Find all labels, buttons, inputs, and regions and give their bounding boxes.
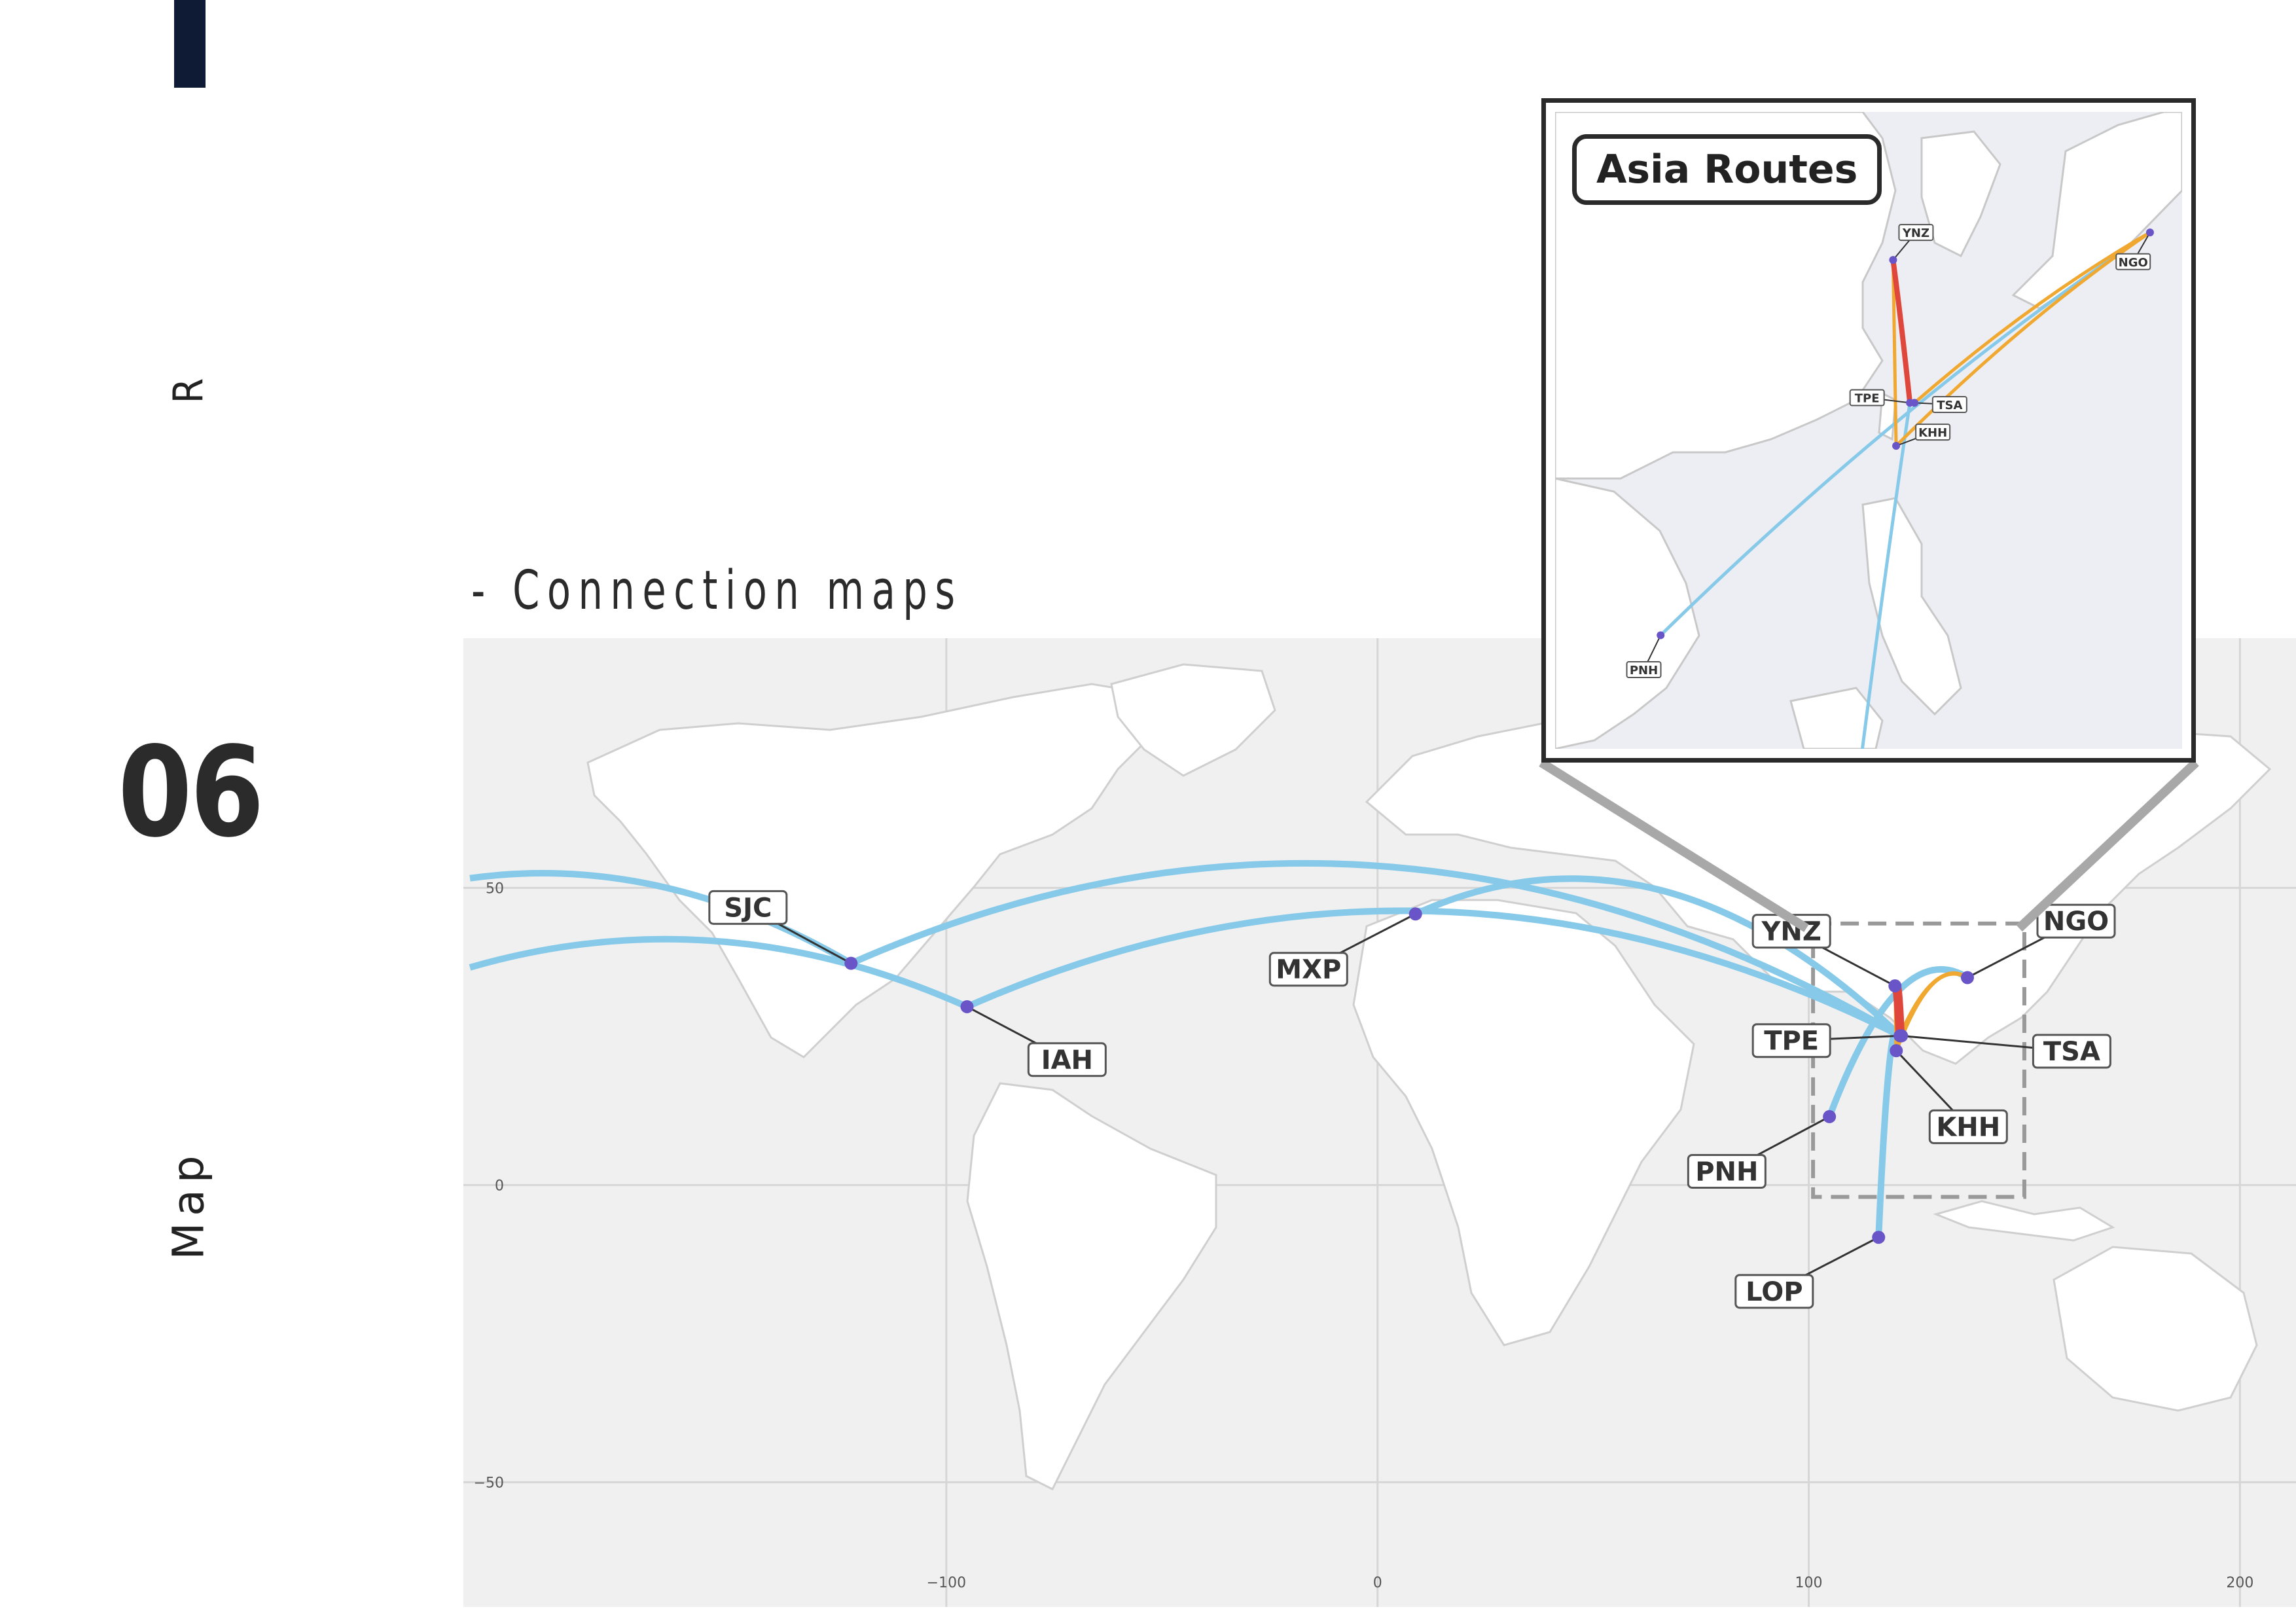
land-australia bbox=[2053, 1246, 2258, 1412]
airport-point-MXP bbox=[1408, 907, 1422, 921]
airport-label-LOP: LOP bbox=[1746, 1277, 1803, 1307]
inset-airport-points bbox=[1657, 228, 2154, 640]
inset-title: Asia Routes bbox=[1572, 134, 1882, 205]
inset-route-KHH-NGO bbox=[1894, 230, 2152, 448]
inset-airport-label-box-YNZ bbox=[1898, 224, 1934, 242]
axis-tick-labels: −100 0 100 200 50 0 −50 bbox=[474, 880, 2254, 1591]
inset-airport-label-PNH: PNH bbox=[1630, 664, 1658, 677]
airport-label-box-TPE bbox=[1751, 1023, 1831, 1058]
inset-airport-point-YNZ bbox=[1889, 256, 1897, 264]
airport-point-TSA bbox=[1895, 1029, 1909, 1043]
inset-airport-label-box-KHH bbox=[1915, 424, 1951, 441]
world-map-panel: SJC IAH MXP YNZ TPE TSA KHH NGO PNH LOP −100 0 100 2… bbox=[463, 638, 2296, 1607]
zoom-region-box bbox=[1811, 921, 2026, 1199]
route-KHH-NGO bbox=[1894, 971, 1969, 1053]
airport-point-YNZ bbox=[1888, 979, 1902, 993]
route-wrap-IAH bbox=[469, 935, 969, 1010]
airport-label-PNH: PNH bbox=[1695, 1157, 1758, 1187]
airport-label-box-MXP bbox=[1268, 952, 1348, 987]
airport-label-KHH: KHH bbox=[1936, 1112, 2000, 1142]
route-SJC-TPE bbox=[848, 859, 1904, 1039]
inset-airport-label-KHH: KHH bbox=[1918, 426, 1947, 440]
inset-map: YNZ TPE TSA KHH NGO PNH bbox=[1555, 112, 2182, 749]
airport-label-TSA: TSA bbox=[2043, 1037, 2100, 1067]
inset-airport-label-TPE: TPE bbox=[1855, 392, 1880, 406]
section-number: 06 bbox=[118, 720, 264, 865]
airport-point-SJC bbox=[844, 956, 858, 970]
y-tick-label: −50 bbox=[474, 1475, 504, 1491]
airport-label-box-SJC bbox=[708, 890, 788, 925]
airport-label-TPE: TPE bbox=[1764, 1026, 1819, 1056]
inset-land-korea bbox=[1920, 130, 2001, 258]
x-tick-label: 200 bbox=[2226, 1575, 2253, 1591]
airport-label-box-IAH bbox=[1027, 1042, 1107, 1077]
airport-label-box-TSA bbox=[2032, 1034, 2111, 1069]
inset-airport-label-box-NGO bbox=[2115, 253, 2151, 270]
airport-point-IAH bbox=[960, 1000, 974, 1013]
inset-airport-label-TSA: TSA bbox=[1937, 399, 1962, 412]
inset-airport-point-PNH bbox=[1657, 631, 1665, 640]
airport-label-box-LOP bbox=[1734, 1274, 1814, 1309]
side-label: Map bbox=[163, 1149, 214, 1260]
inset-airport-label-box-PNH bbox=[1626, 661, 1662, 679]
side-letter: R bbox=[164, 375, 213, 404]
airport-points bbox=[844, 907, 1974, 1244]
airport-point-NGO bbox=[1960, 971, 1974, 984]
inset-route-PNH-NGO bbox=[1659, 230, 2152, 637]
airport-label-box-KHH bbox=[1928, 1109, 2008, 1144]
inset-airport-label-YNZ: YNZ bbox=[1902, 226, 1929, 240]
inset-airport-labels: YNZ TPE TSA KHH NGO PNH bbox=[1626, 224, 2151, 679]
inset-airport-point-NGO bbox=[2145, 228, 2154, 237]
section-subtitle: - Connection maps bbox=[471, 560, 963, 622]
route-IAH-TPE bbox=[963, 907, 1904, 1039]
land-north-america bbox=[586, 683, 1172, 1058]
land-greenland bbox=[1110, 663, 1276, 777]
airport-point-PNH bbox=[1823, 1110, 1837, 1123]
inset-airport-point-KHH bbox=[1892, 442, 1901, 450]
inset-map-frame: YNZ TPE TSA KHH NGO PNH Asia Routes bbox=[1541, 98, 2196, 763]
airport-label-IAH: IAH bbox=[1041, 1045, 1093, 1075]
y-tick-label: 0 bbox=[495, 1178, 504, 1194]
airport-point-KHH bbox=[1890, 1044, 1903, 1058]
airport-point-LOP bbox=[1872, 1231, 1886, 1244]
world-map: SJC IAH MXP YNZ TPE TSA KHH NGO PNH LOP −100 0 100 2… bbox=[463, 638, 2296, 1607]
x-tick-label: −100 bbox=[927, 1575, 966, 1591]
inset-airport-label-NGO: NGO bbox=[2119, 256, 2148, 270]
inset-land-indochina bbox=[1555, 477, 1700, 749]
inset-land-borneo bbox=[1789, 687, 1884, 749]
inset-route-TPE-YNZ bbox=[1890, 257, 1913, 406]
inset-airport-label-box-TSA bbox=[1931, 396, 1967, 414]
land-indonesia bbox=[1933, 1200, 2115, 1242]
airport-label-NGO: NGO bbox=[2043, 907, 2109, 937]
x-tick-label: 0 bbox=[1373, 1575, 1382, 1591]
inset-route-TSA-NGO bbox=[1912, 230, 2152, 405]
accent-bar bbox=[174, 0, 206, 88]
inset-airport-label-box-TPE bbox=[1849, 389, 1885, 406]
inset-airport-point-TSA bbox=[1910, 399, 1919, 407]
inset-route-lines bbox=[1659, 230, 2152, 749]
x-tick-label: 100 bbox=[1795, 1575, 1823, 1591]
y-tick-label: 50 bbox=[486, 880, 504, 897]
airport-label-box-PNH bbox=[1687, 1153, 1767, 1189]
inset-route-TPE-LOP bbox=[1860, 401, 1912, 749]
land-south-america bbox=[966, 1082, 1217, 1491]
airport-label-MXP: MXP bbox=[1276, 955, 1341, 985]
airport-label-SJC: SJC bbox=[724, 893, 772, 923]
airport-label-YNZ: YNZ bbox=[1761, 917, 1821, 947]
